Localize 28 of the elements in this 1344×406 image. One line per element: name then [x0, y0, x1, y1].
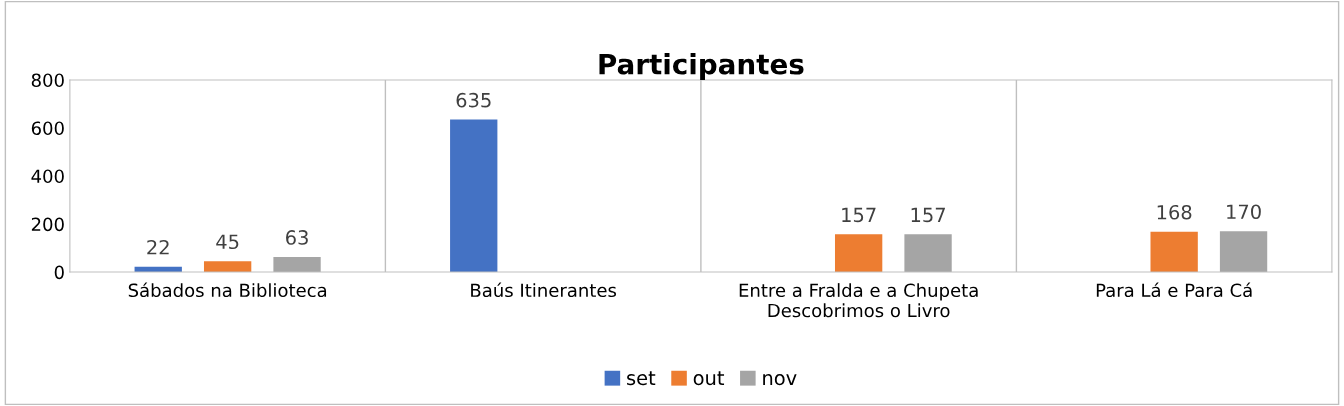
y-tick-label: 400	[31, 169, 64, 184]
x-tick-label: Baús Itinerantes	[471, 282, 617, 298]
x-tick-label: Sábados na Biblioteca	[128, 282, 327, 298]
chart-title: Participantes	[599, 53, 804, 80]
data-label: 63	[286, 230, 308, 245]
bar	[273, 256, 321, 273]
bar	[1150, 231, 1198, 273]
y-tick-label: 800	[31, 73, 64, 88]
bar	[1219, 231, 1268, 273]
bar	[203, 261, 252, 273]
legend-label: out	[693, 371, 725, 386]
x-tick-label: Para Lá e Para Cá	[1096, 282, 1252, 298]
y-tick-label: 200	[31, 217, 64, 232]
legend-label: set	[627, 371, 656, 386]
bar	[834, 234, 883, 273]
data-label: 168	[1157, 204, 1192, 220]
legend-label: nov	[763, 374, 797, 386]
y-tick-label: 600	[31, 121, 64, 136]
data-label: 157	[911, 207, 945, 223]
y-tick-label: 0	[54, 265, 64, 280]
bar	[904, 234, 952, 273]
data-label: 635	[456, 92, 491, 108]
data-label: 45	[216, 234, 239, 250]
bar	[450, 119, 498, 273]
data-label: 157	[842, 207, 876, 223]
data-label: 22	[147, 239, 169, 255]
data-label: 170	[1227, 204, 1261, 220]
x-tick-label: Entre a Fralda e a Chupeta Descobrimos o Livro	[739, 283, 978, 318]
